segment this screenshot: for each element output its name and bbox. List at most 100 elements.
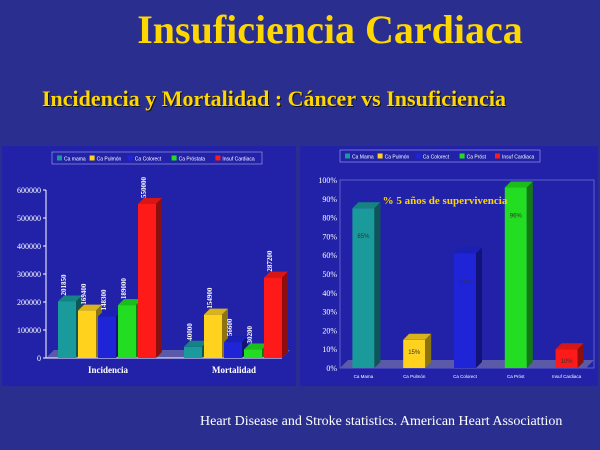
legend-swatch <box>127 155 133 161</box>
legend-label: Ca Próst <box>467 155 487 161</box>
bar-value-label: 154900 <box>206 287 214 309</box>
bar-top <box>78 304 102 311</box>
x-category-label: Ca Mama <box>354 374 374 379</box>
bar-value-label: 15% <box>408 350 421 356</box>
bar-top <box>454 247 482 254</box>
bar-top <box>555 343 584 350</box>
bar-front <box>244 349 262 358</box>
y-tick-label: 30% <box>322 308 337 317</box>
legend-swatch <box>215 155 221 161</box>
legend-swatch <box>171 155 177 161</box>
y-tick-label: 200000 <box>17 298 41 307</box>
bar-front <box>98 316 116 358</box>
bar-top <box>264 271 288 278</box>
y-tick-label: 50% <box>322 270 337 279</box>
y-tick-label: 70% <box>322 232 337 241</box>
x-category-label: Mortalidad <box>212 365 256 375</box>
bar <box>264 271 288 358</box>
bar-value-label: 201850 <box>60 274 68 296</box>
legend-label: Ca Pulmón <box>97 157 122 163</box>
bar <box>454 247 482 368</box>
y-tick-label: 600000 <box>17 186 41 195</box>
bar-side <box>526 181 533 368</box>
legend-label: Ca Mama <box>352 155 374 161</box>
bar-front <box>555 349 578 368</box>
bar-side <box>577 343 584 368</box>
bar-value-label: 550000 <box>140 177 148 199</box>
bar-front <box>78 310 96 358</box>
bar-top <box>504 181 533 188</box>
bar-front <box>264 277 282 358</box>
x-category-label: Ca Colorect <box>453 374 478 379</box>
bar-side <box>476 247 482 368</box>
chart2-legend: Ca Mama Ca Pulmón Ca Colorect Ca Próst Insuf… <box>339 149 541 163</box>
bar-value-label: 148300 <box>100 289 108 311</box>
bar-front <box>352 208 375 368</box>
bar-front <box>58 301 76 358</box>
legend-label: Ca mama <box>64 157 86 163</box>
bar-value-label: 169400 <box>80 283 88 305</box>
bar <box>403 333 432 368</box>
incidence-mortality-chart: Ca mama Ca Pulmón Ca Colorect Ca Próstata In… <box>2 146 296 386</box>
y-tick-label: 500000 <box>17 214 41 223</box>
y-tick-label: 60% <box>322 251 337 260</box>
bar-front <box>454 253 476 368</box>
bar-value-label: 40000 <box>186 323 194 341</box>
bar-front <box>504 187 527 368</box>
chart2-bars: 85% 15% 61% 96% 10% <box>352 181 584 368</box>
y-tick-label: 100000 <box>17 326 41 335</box>
bar-value-label: 287200 <box>266 250 274 271</box>
legend-box <box>339 149 541 163</box>
legend-label: Ca Próstata <box>179 157 206 163</box>
bar-top <box>352 202 381 209</box>
bar-value-label: 61% <box>459 279 472 285</box>
legend-swatch <box>459 153 465 159</box>
bar-value-label: 10% <box>561 359 574 365</box>
slide-title: Insuficiencia Cardiaca <box>137 7 523 52</box>
bar-top <box>184 340 208 347</box>
source-footer: Heart Disease and Stroke statistics. Ame… <box>200 414 563 429</box>
y-tick-label: 100% <box>318 176 337 185</box>
y-tick-label: 0 <box>37 354 41 363</box>
y-tick-label: 20% <box>322 326 337 335</box>
bar-top <box>118 299 142 306</box>
legend-swatch <box>495 153 500 159</box>
bar-value-label: 96% <box>510 214 523 220</box>
bar-value-label: 189000 <box>120 278 128 300</box>
chart2-title: % 5 años de supervivencia <box>383 195 508 207</box>
y-tick-label: 400000 <box>17 242 41 251</box>
bar-front <box>403 339 426 368</box>
chart1-legend: Ca mama Ca Pulmón Ca Colorect Ca Próstata In… <box>51 151 263 165</box>
bar-front <box>138 204 156 358</box>
y-tick-label: 90% <box>322 195 337 204</box>
legend-swatch <box>345 153 350 159</box>
y-tick-label: 40% <box>322 289 337 298</box>
y-tick-label: 0% <box>326 364 337 373</box>
legend-label: Ca Pulmón <box>385 155 410 161</box>
y-tick-label: 10% <box>322 345 337 354</box>
legend-swatch <box>57 155 62 161</box>
bar-top <box>138 198 162 204</box>
bar <box>138 198 162 358</box>
x-category-label: Insuf Cardiaca <box>552 374 582 379</box>
bar <box>352 202 381 368</box>
legend-swatch <box>377 153 383 159</box>
legend-swatch <box>89 155 95 161</box>
y-tick-label: 80% <box>322 214 337 223</box>
legend-box <box>51 151 263 165</box>
bar-value-label: 56600 <box>226 318 234 336</box>
legend-swatch <box>415 153 421 159</box>
bar-top <box>244 343 268 350</box>
bar-top <box>403 333 432 340</box>
bar-front <box>204 314 222 358</box>
chart2-frame <box>300 146 598 386</box>
bar-side <box>282 271 288 358</box>
bar-top <box>224 336 248 343</box>
survival-chart: Ca Mama Ca Pulmón Ca Colorect Ca Próst Insuf… <box>300 146 598 386</box>
x-category-label: Ca Pulmón <box>403 374 426 379</box>
bar-front <box>184 346 202 358</box>
bar <box>504 181 533 368</box>
bar-side <box>425 333 432 368</box>
bar-top <box>204 308 228 315</box>
bar-value-label: 85% <box>357 234 370 240</box>
